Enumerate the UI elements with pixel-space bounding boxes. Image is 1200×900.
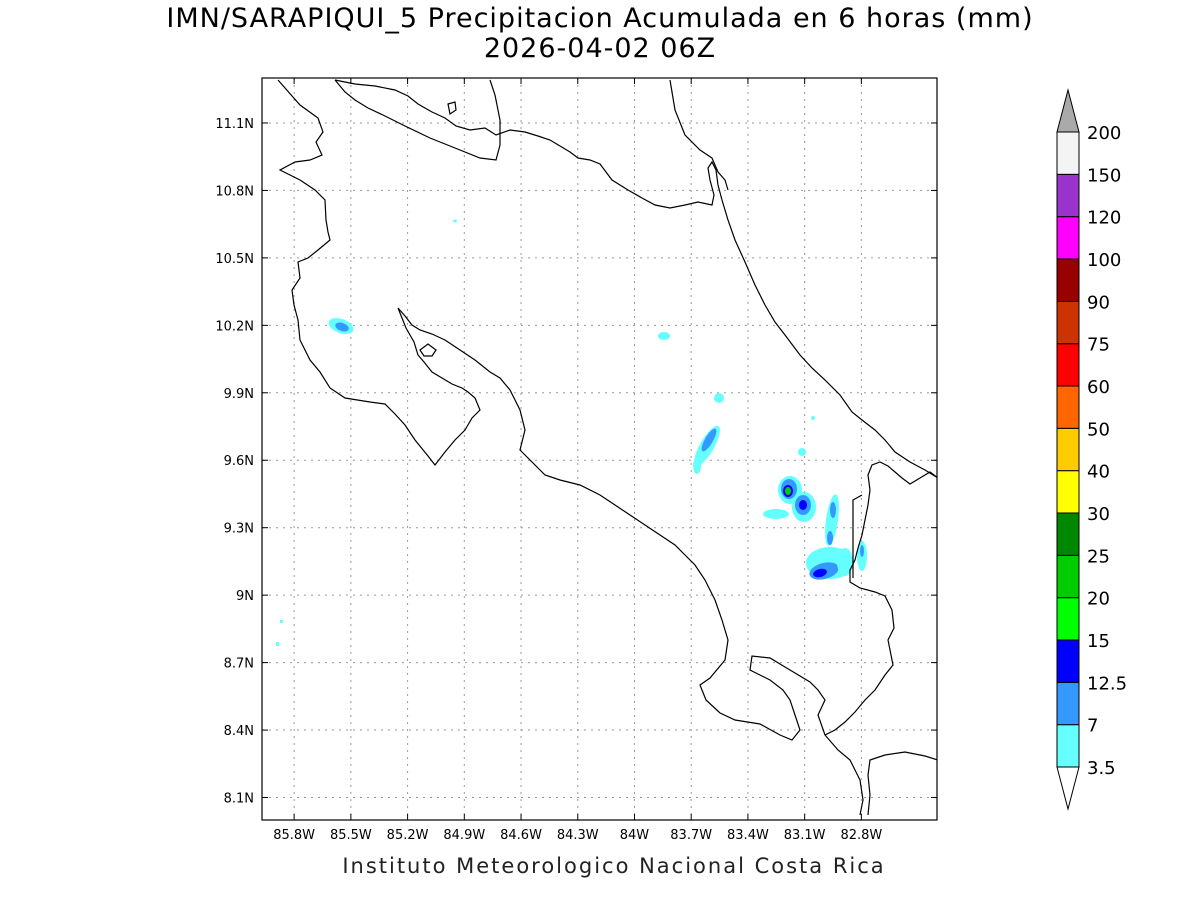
precip-cell [658,332,670,340]
precip-cell [798,448,806,456]
precip-cell [453,219,457,223]
precip-cell [701,428,717,452]
colorbar-swatch [1056,681,1080,726]
y-tick-label: 8.7N [224,657,254,672]
x-tick-label: 84.9W [443,828,485,843]
x-tick-label: 84.6W [500,828,542,843]
colorbar-label: 30 [1087,504,1110,525]
colorbar-swatch [1056,470,1080,514]
y-tick-label: 8.1N [224,792,254,807]
colorbar-swatch [1056,343,1080,387]
colorbar-swatch [1056,512,1080,556]
colorbar-label: 20 [1087,589,1110,610]
border [852,494,863,578]
precip-cell [280,620,283,623]
colorbar-top-arrow [1056,88,1080,133]
map-title: IMN/SARAPIQUI_5 Precipitacion Acumulada … [166,3,1034,34]
precip-cell [335,322,349,332]
colorbar-label: 50 [1087,419,1110,440]
coastlines [277,79,937,816]
colorbar-label: 25 [1087,546,1110,567]
colorbar-swatch [1056,216,1080,260]
colorbar-swatch [1056,258,1080,302]
colorbar-label: 100 [1087,250,1121,271]
colorbar-swatch [1056,554,1080,599]
colorbar-swatch [1056,300,1080,345]
axes: 11.1N 10.8N 10.5N 10.2N 9.9N 9.6N 9.3N 9N 8.7N 8.… [215,78,937,843]
x-tick-label: 85.5W [330,828,372,843]
precip-cell [837,548,853,576]
colorbar-label: 90 [1087,292,1110,313]
x-tick-label: 85.8W [273,828,315,843]
precip-cell [785,487,791,495]
y-tick-label: 9.9N [224,387,254,402]
precip-cell [693,458,701,474]
coastline [334,79,501,161]
y-tick-label: 8.4N [224,724,254,739]
x-tick-label: 83.1W [784,828,826,843]
colorbar-swatch [1056,131,1080,175]
colorbar: 3.5 7 12.5 15 20 25 30 40 50 60 75 90 100 120 150 200 [1056,88,1127,811]
map-subtitle: 2026-04-02 06Z [483,33,717,64]
colorbar-label: 12.5 [1087,673,1127,694]
colorbar-label: 150 [1087,165,1121,186]
precip-cell [763,509,789,519]
x-tick-label: 84W [620,828,650,843]
colorbar-bottom-arrow [1056,766,1080,811]
precip-cell [860,545,864,557]
x-tick-label: 85.2W [387,828,429,843]
colorbar-label: 60 [1087,377,1110,398]
precip-cell [830,502,836,518]
x-tick-label: 83.7W [670,828,712,843]
precip-cell [714,393,724,403]
precip-cell [813,568,827,578]
y-tick-label: 10.2N [215,319,254,334]
coastline [277,79,864,816]
precip-cell [799,500,807,510]
coastline [824,461,937,736]
footer-credit: Instituto Meteorologico Nacional Costa R… [342,854,886,878]
x-tick-label: 83.4W [727,828,769,843]
precip-cell [276,642,279,646]
y-tick-label: 10.5N [215,252,254,267]
colorbar-swatch [1056,597,1080,641]
precip-cell [811,416,815,420]
island [419,343,437,357]
map-frame [261,77,938,821]
x-tick-label: 84.3W [557,828,599,843]
colorbar-label: 7 [1087,716,1098,737]
gridlines [262,78,937,820]
precip-cell [827,531,833,545]
colorbar-swatch [1056,385,1080,429]
y-tick-label: 9.6N [224,454,254,469]
precipitation-shading [276,219,867,646]
colorbar-swatch [1056,639,1080,683]
colorbar-label: 3.5 [1087,758,1116,779]
coastline [334,79,937,479]
x-tick-label: 82.8W [840,828,882,843]
island [447,101,457,115]
colorbar-label: 40 [1087,462,1110,483]
coastline [669,79,729,191]
colorbar-label: 75 [1087,335,1110,356]
colorbar-label: 200 [1087,123,1121,144]
colorbar-swatch [1056,724,1080,768]
y-tick-label: 10.8N [215,184,254,199]
colorbar-swatch [1056,173,1080,218]
colorbar-label: 120 [1087,208,1121,229]
y-tick-label: 11.1N [215,117,254,132]
coastline [867,751,937,816]
colorbar-swatch [1056,427,1080,472]
colorbar-label: 15 [1087,631,1110,652]
y-tick-label: 9.3N [224,522,254,537]
y-tick-label: 9N [236,589,254,604]
